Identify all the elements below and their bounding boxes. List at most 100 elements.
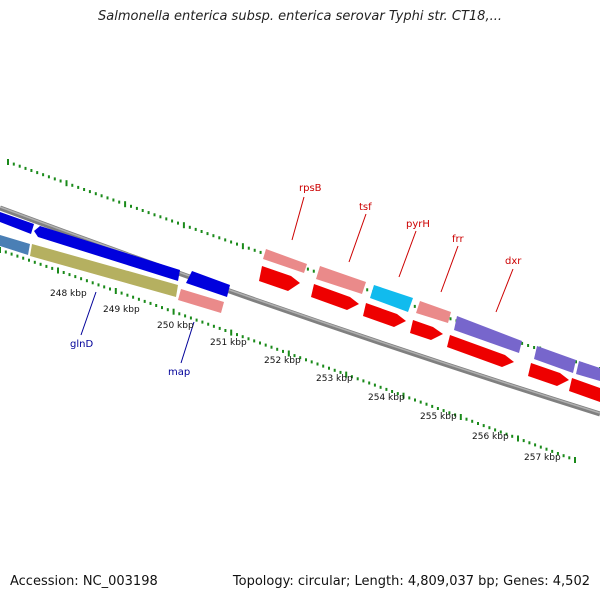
ruler-tick	[194, 227, 197, 231]
label-leader-lines	[80, 196, 514, 364]
gene-label-pyrH[interactable]: pyrH	[406, 219, 430, 230]
gene-arrow[interactable]	[30, 244, 178, 297]
ruler-tick	[306, 267, 309, 271]
ruler-tick	[47, 175, 50, 179]
ruler-tick	[106, 196, 109, 200]
kbp-label: 252 kbp	[264, 356, 301, 366]
ruler-tick	[230, 240, 233, 244]
ruler-tick	[413, 304, 416, 308]
gene-arrow[interactable]	[263, 249, 307, 273]
ruler-tick	[402, 392, 405, 399]
kbp-label: 248 kbp	[50, 289, 87, 299]
ruler-tick	[130, 204, 132, 208]
gene-label-dxr[interactable]: dxr	[505, 256, 522, 267]
ruler-tick	[18, 164, 21, 168]
ruler-tick	[259, 250, 262, 254]
ruler-tick	[471, 419, 474, 423]
ruler-tick	[305, 358, 307, 362]
ruler-tick	[161, 306, 163, 310]
ruler-tick	[373, 383, 376, 387]
ruler-tick	[499, 430, 502, 434]
ruler-tick	[45, 264, 48, 268]
ruler-tick	[36, 171, 39, 175]
gene-arrow[interactable]	[534, 346, 576, 373]
ruler-tick	[94, 192, 97, 196]
gene-arrow[interactable]	[370, 285, 413, 312]
ruler-tick	[482, 424, 485, 428]
gene-label-tsf[interactable]: tsf	[359, 202, 372, 213]
ruler-tick	[391, 390, 394, 393]
ruler-tick	[218, 326, 221, 330]
ruler-tick	[449, 317, 452, 321]
ruler-tick	[379, 385, 382, 389]
gene-label-rpsB[interactable]: rpsB	[299, 183, 322, 194]
ruler-tick	[253, 339, 256, 343]
gene-label-frr[interactable]: frr	[452, 234, 464, 245]
kbp-label: 253 kbp	[316, 374, 353, 384]
ruler-tick	[556, 452, 559, 455]
gene-arrow[interactable]	[454, 316, 522, 353]
ruler-tick	[247, 246, 250, 250]
ruler-tick	[310, 360, 313, 364]
ruler-tick	[419, 400, 422, 404]
ruler-tick	[53, 177, 56, 181]
ruler-tick	[459, 414, 462, 420]
ruler-tick	[28, 258, 30, 262]
ruler-tick	[103, 285, 106, 289]
gene-label-glnD[interactable]: glnD	[70, 339, 93, 350]
accession-text: Accession: NC_003198	[10, 574, 158, 589]
ruler-tick	[287, 350, 290, 357]
kbp-label: 254 kbp	[368, 393, 405, 403]
ruler-tick	[97, 283, 100, 287]
ruler-tick	[166, 308, 169, 312]
ruler-tick	[368, 381, 371, 385]
ruler-tick	[236, 333, 238, 337]
ruler-tick	[172, 308, 175, 315]
gene-arrow[interactable]	[0, 212, 34, 234]
gene-arrow[interactable]	[259, 266, 300, 291]
gene-label-map[interactable]: map	[168, 367, 190, 378]
ruler-tick	[132, 295, 135, 299]
gene-arrow[interactable]	[410, 320, 443, 340]
gene-arrow[interactable]	[178, 289, 224, 313]
backbone-highlight	[0, 206, 600, 414]
gene-arrow[interactable]	[311, 284, 359, 310]
ruler-tick	[16, 254, 19, 258]
gene-arrow[interactable]	[363, 303, 406, 327]
gene-arrow[interactable]	[569, 378, 600, 402]
ruler-tick	[494, 428, 497, 432]
gene-arrow[interactable]	[416, 301, 451, 323]
ruler-tick	[120, 291, 123, 295]
ruler-tick	[7, 159, 9, 165]
ruler-tick	[178, 312, 181, 316]
ruler-tick	[505, 432, 508, 436]
gene-arrow[interactable]	[447, 335, 514, 367]
ruler-tick	[345, 371, 348, 378]
gene-arrow[interactable]	[576, 361, 600, 381]
ruler-tick	[62, 271, 65, 274]
ruler-tick	[477, 422, 479, 425]
gene-arrow[interactable]	[186, 271, 230, 297]
gene-arrow[interactable]	[316, 266, 366, 294]
ruler-tick	[159, 215, 162, 219]
ruler-tick	[218, 236, 221, 240]
ruler-tick	[153, 213, 156, 217]
ruler-tick	[201, 320, 204, 324]
ruler-tick	[143, 299, 146, 303]
ruler-tick	[74, 275, 77, 279]
ruler-tick	[114, 288, 117, 294]
ruler-tick	[22, 256, 25, 260]
ruler-tick	[171, 219, 174, 223]
kbp-label: 256 kbp	[472, 432, 509, 442]
gene-arrow[interactable]	[34, 226, 180, 281]
ruler-tick	[39, 262, 42, 266]
ruler-tick	[312, 269, 315, 273]
gene-arrow[interactable]	[528, 363, 569, 386]
gene-labels: rpsB tsf pyrH frr dxr glnD map	[70, 183, 522, 378]
ruler-tick	[533, 346, 536, 349]
kbp-label: 251 kbp	[210, 338, 247, 348]
gene-arrow[interactable]	[0, 235, 30, 255]
ruler-tick	[528, 441, 531, 445]
ruler-tick	[521, 341, 524, 345]
